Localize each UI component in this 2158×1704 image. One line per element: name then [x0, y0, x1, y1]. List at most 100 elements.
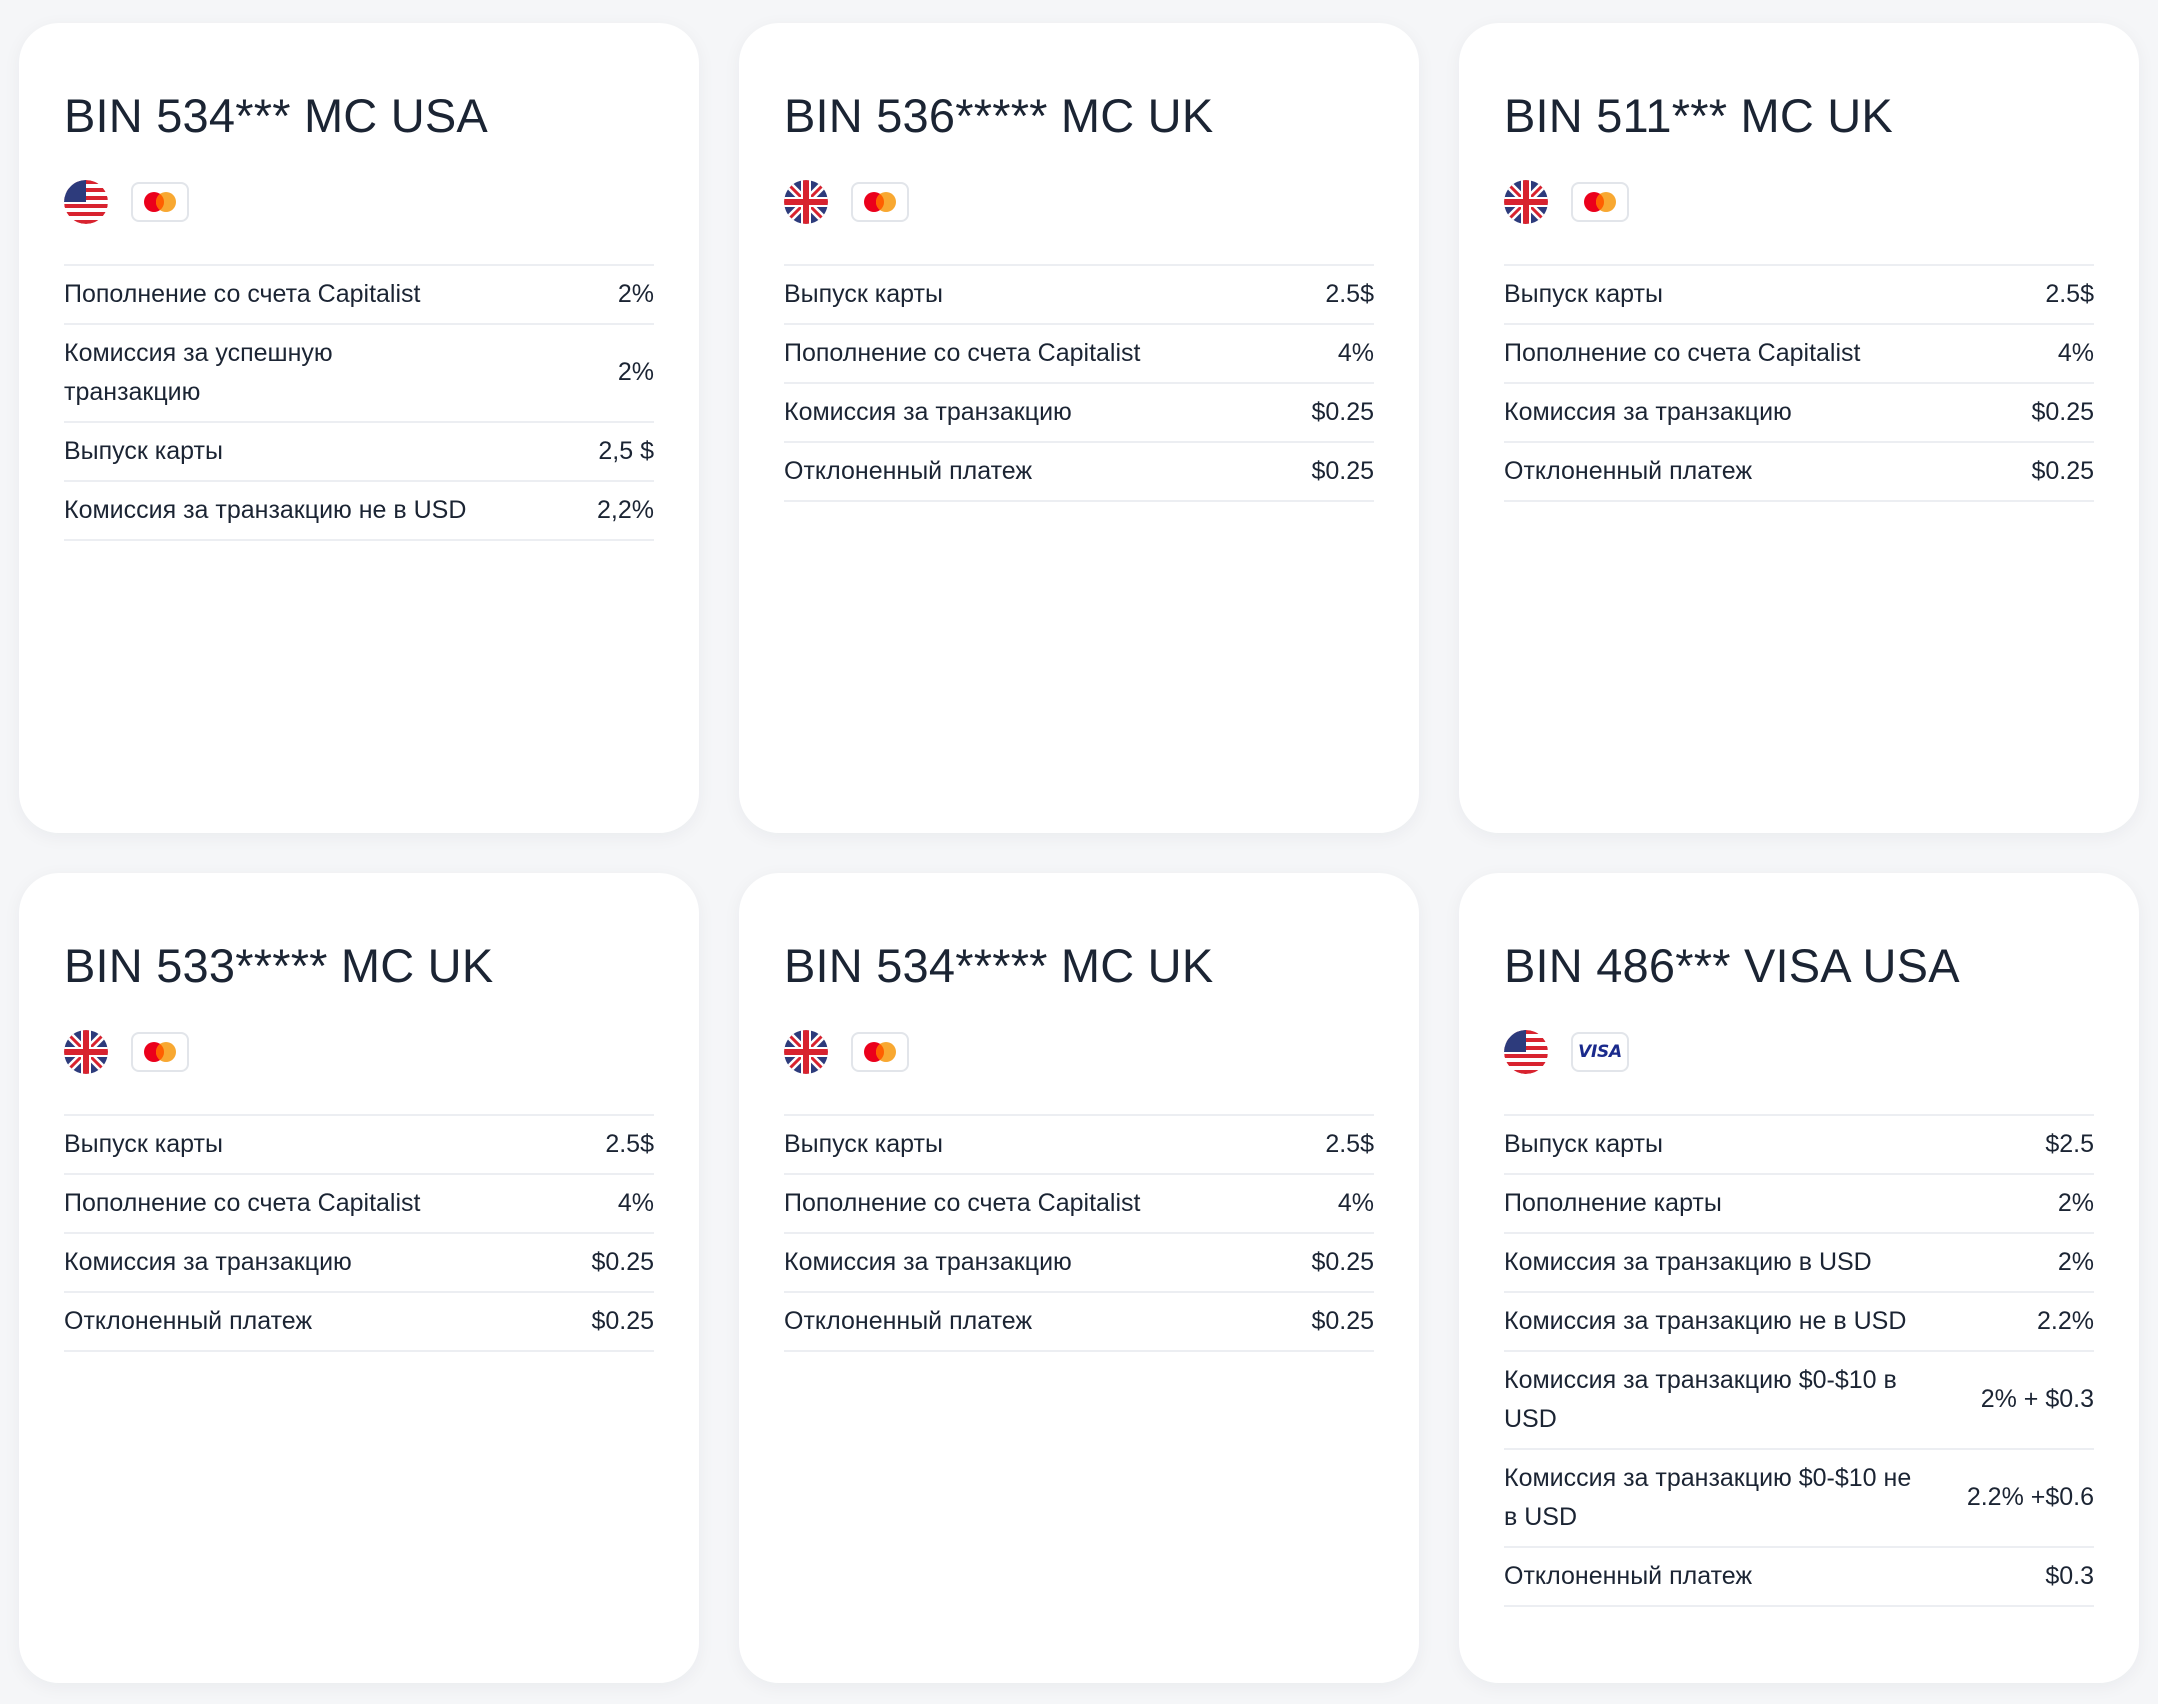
fee-label: Отклоненный платеж [1504, 456, 1753, 485]
visa-logo-text: VISA [1578, 1041, 1622, 1062]
fee-label: Пополнение со счета Capitalist [64, 279, 421, 308]
fee-row: Отклоненный платеж $0.25 [784, 1293, 1374, 1352]
fee-label: Комиссия за транзакцию [64, 1247, 352, 1276]
fee-value: 2.2% [2037, 1306, 2094, 1335]
fee-row: Комиссия за транзакцию $0-$10 в USD 2% + … [1504, 1352, 2094, 1450]
fee-row: Пополнение со счета Capitalist 2% [64, 266, 654, 325]
fee-label: Комиссия за транзакцию [1504, 397, 1792, 426]
uk-flag-icon [64, 1029, 108, 1074]
fee-row: Комиссия за транзакцию не в USD 2,2% [64, 482, 654, 541]
card-badges: VISA [1504, 1022, 2094, 1082]
fee-label: Отклоненный платеж [64, 1306, 313, 1335]
fee-label: Отклоненный платеж [784, 456, 1033, 485]
fee-label: Отклоненный платеж [784, 1306, 1033, 1335]
fee-row: Комиссия за транзакцию $0.25 [1504, 384, 2094, 443]
bin-cards-grid: BIN 534*** MC USA Пополнение со счета Ca… [19, 23, 2139, 1683]
fee-row: Комиссия за транзакцию в USD 2% [1504, 1234, 2094, 1293]
card-title: BIN 534*** MC USA [64, 89, 488, 142]
mastercard-icon [131, 181, 189, 222]
fee-table: Выпуск карты 2.5$ Пополнение со счета Cap… [784, 263, 1374, 502]
card-badges [64, 172, 654, 232]
fee-row: Пополнение со счета Capitalist 4% [784, 1175, 1374, 1234]
fee-row: Комиссия за транзакцию $0.25 [784, 1234, 1374, 1293]
fee-label: Выпуск карты [64, 1129, 223, 1158]
uk-flag-icon [1504, 179, 1548, 224]
uk-flag-icon [784, 179, 828, 224]
fee-label: Выпуск карты [64, 436, 223, 465]
fee-table: Выпуск карты $2.5 Пополнение карты 2% Коми… [1504, 1113, 2094, 1607]
fee-label: Комиссия за транзакцию не в USD [1504, 1306, 1907, 1335]
mastercard-icon [851, 181, 909, 222]
fee-row: Пополнение со счета Capitalist 4% [64, 1175, 654, 1234]
fee-label: Пополнение со счета Capitalist [784, 338, 1141, 367]
fee-label: Комиссия за транзакцию не в USD [64, 495, 467, 524]
fee-value: $2.5 [2045, 1129, 2094, 1158]
fee-label: Выпуск карты [784, 279, 943, 308]
fee-value: $0.25 [1311, 456, 1374, 485]
fee-value: 2.5$ [605, 1129, 654, 1158]
bin-card[interactable]: BIN 534*** MC USA Пополнение со счета Ca… [19, 23, 699, 833]
us-flag-icon [1504, 1029, 1548, 1074]
fee-value: 2.5$ [1325, 1129, 1374, 1158]
fee-value: 4% [617, 1188, 654, 1217]
fee-value: $0.25 [591, 1306, 654, 1335]
fee-table: Выпуск карты 2.5$ Пополнение со счета Cap… [64, 1113, 654, 1352]
card-badges [784, 1022, 1374, 1082]
fee-label: Комиссия за успешную транзакцию [64, 338, 333, 406]
us-flag-icon [64, 179, 108, 224]
visa-icon: VISA [1571, 1031, 1629, 1072]
bin-card[interactable]: BIN 536***** MC UK Выпуск карты 2.5$ Попо… [739, 23, 1419, 833]
fee-row: Комиссия за транзакцию $0.25 [784, 384, 1374, 443]
fee-row: Отклоненный платеж $0.25 [1504, 443, 2094, 502]
fee-value: $0.25 [1311, 397, 1374, 426]
fee-value: 2.5$ [2045, 279, 2094, 308]
fee-value: 2% [2057, 1247, 2094, 1276]
fee-label: Комиссия за транзакцию [784, 1247, 1072, 1276]
fee-value: 4% [1337, 338, 1374, 367]
fee-value: 2% [617, 279, 654, 308]
card-badges [64, 1022, 654, 1082]
fee-value: 2% [2057, 1188, 2094, 1217]
fee-value: 2.5$ [1325, 279, 1374, 308]
fee-row: Выпуск карты $2.5 [1504, 1116, 2094, 1175]
fee-label: Пополнение со счета Capitalist [1504, 338, 1861, 367]
fee-label: Пополнение со счета Capitalist [64, 1188, 421, 1217]
fee-row: Отклоненный платеж $0.25 [64, 1293, 654, 1352]
fee-label: Комиссия за транзакцию $0-$10 в USD [1504, 1365, 1897, 1433]
fee-row: Выпуск карты 2,5 $ [64, 423, 654, 482]
fee-row: Комиссия за транзакцию не в USD 2.2% [1504, 1293, 2094, 1352]
fee-value: $0.25 [1311, 1306, 1374, 1335]
fee-value: 4% [2057, 338, 2094, 367]
fee-label: Комиссия за транзакцию [784, 397, 1072, 426]
fee-table: Выпуск карты 2.5$ Пополнение со счета Cap… [784, 1113, 1374, 1352]
card-title: BIN 533***** MC UK [64, 939, 494, 992]
bin-card[interactable]: BIN 511*** MC UK Выпуск карты 2.5$ Пополн… [1459, 23, 2139, 833]
fee-value: 2,2% [597, 495, 654, 524]
card-title: BIN 536***** MC UK [784, 89, 1214, 142]
fee-label: Пополнение со счета Capitalist [784, 1188, 1141, 1217]
card-badges [1504, 172, 2094, 232]
fee-value: 2% [617, 358, 654, 387]
bin-card[interactable]: BIN 534***** MC UK Выпуск карты 2.5$ Попо… [739, 873, 1419, 1683]
fee-value: 2,5 $ [598, 436, 654, 465]
fee-row: Выпуск карты 2.5$ [1504, 266, 2094, 325]
fee-table: Пополнение со счета Capitalist 2% Комисси… [64, 263, 654, 541]
fee-row: Пополнение со счета Capitalist 4% [1504, 325, 2094, 384]
fee-label: Выпуск карты [1504, 279, 1663, 308]
fee-row: Отклоненный платеж $0.3 [1504, 1548, 2094, 1607]
fee-label: Отклоненный платеж [1504, 1561, 1753, 1590]
fee-row: Выпуск карты 2.5$ [64, 1116, 654, 1175]
fee-value: $0.25 [2031, 397, 2094, 426]
mastercard-icon [131, 1031, 189, 1072]
fee-value: $0.25 [2031, 456, 2094, 485]
mastercard-icon [851, 1031, 909, 1072]
uk-flag-icon [784, 1029, 828, 1074]
bin-card[interactable]: BIN 533***** MC UK Выпуск карты 2.5$ Попо… [19, 873, 699, 1683]
fee-label: Комиссия за транзакцию в USD [1504, 1247, 1872, 1276]
bin-card[interactable]: BIN 486*** VISA USA VISA Выпуск карты $2.… [1459, 873, 2139, 1683]
fee-table: Выпуск карты 2.5$ Пополнение со счета Cap… [1504, 263, 2094, 502]
card-title: BIN 486*** VISA USA [1504, 939, 1960, 992]
fee-row: Выпуск карты 2.5$ [784, 1116, 1374, 1175]
fee-row: Комиссия за успешную транзакцию 2% [64, 325, 654, 423]
fee-label: Выпуск карты [1504, 1129, 1663, 1158]
